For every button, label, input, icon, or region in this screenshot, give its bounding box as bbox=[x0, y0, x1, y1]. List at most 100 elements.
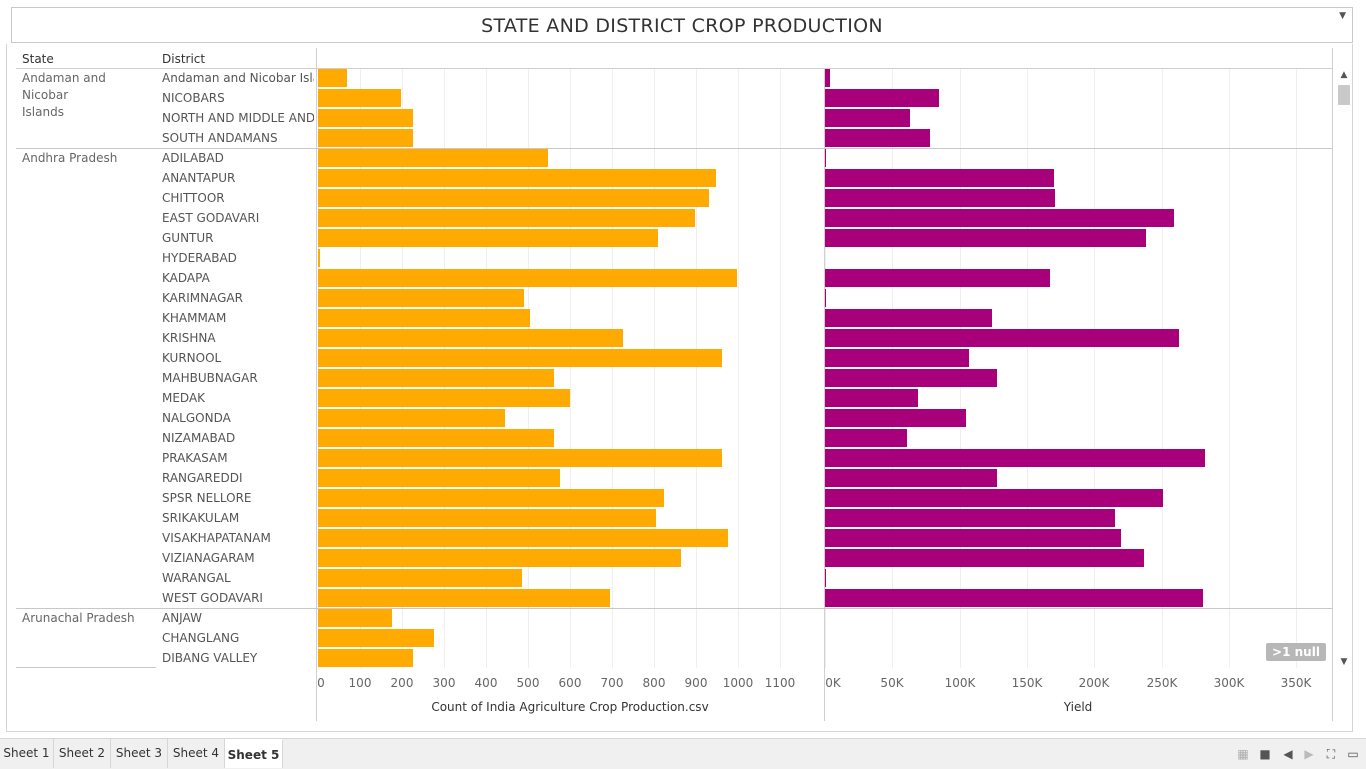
district-label[interactable]: VISAKHAPATANAM bbox=[162, 531, 271, 545]
district-label[interactable]: WARANGAL bbox=[162, 571, 231, 585]
yield-bar[interactable] bbox=[825, 109, 910, 127]
yield-bar[interactable] bbox=[825, 209, 1174, 227]
yield-bar[interactable] bbox=[825, 169, 1054, 187]
district-label[interactable]: SOUTH ANDAMANS bbox=[162, 131, 278, 145]
count-bar[interactable] bbox=[318, 509, 656, 527]
district-column-header[interactable]: District bbox=[162, 52, 206, 66]
district-label[interactable]: HYDERABAD bbox=[162, 251, 237, 265]
yield-bar[interactable] bbox=[825, 289, 826, 307]
yield-bar[interactable] bbox=[825, 349, 969, 367]
count-bar[interactable] bbox=[318, 169, 716, 187]
state-label[interactable]: Andhra Pradesh bbox=[22, 151, 118, 165]
state-column-header[interactable]: State bbox=[22, 52, 54, 66]
count-bar[interactable] bbox=[318, 129, 413, 147]
count-bar[interactable] bbox=[318, 629, 434, 647]
yield-bar[interactable] bbox=[825, 69, 830, 87]
district-label[interactable]: ADILABAD bbox=[162, 151, 224, 165]
district-label[interactable]: PRAKASAM bbox=[162, 451, 228, 465]
count-bar[interactable] bbox=[318, 609, 392, 627]
district-label[interactable]: KARIMNAGAR bbox=[162, 291, 243, 305]
district-label[interactable]: KADAPA bbox=[162, 271, 210, 285]
district-label[interactable]: GUNTUR bbox=[162, 231, 214, 245]
district-label[interactable]: ANANTAPUR bbox=[162, 171, 236, 185]
district-label[interactable]: MEDAK bbox=[162, 391, 206, 405]
yield-bar[interactable] bbox=[825, 529, 1121, 547]
district-label[interactable]: CHITTOOR bbox=[162, 191, 225, 205]
scroll-down-icon[interactable]: ▼ bbox=[1340, 657, 1348, 667]
tab-sheet-4[interactable]: Sheet 4 bbox=[168, 739, 225, 768]
grid-view-icon[interactable]: ▦ bbox=[1237, 747, 1249, 761]
tab-sheet-1[interactable]: Sheet 1 bbox=[0, 739, 54, 768]
district-label[interactable]: SRIKAKULAM bbox=[162, 511, 240, 525]
count-bar[interactable] bbox=[318, 209, 695, 227]
district-label[interactable]: KHAMMAM bbox=[162, 311, 227, 325]
count-bar[interactable] bbox=[318, 589, 610, 607]
count-bar[interactable] bbox=[318, 649, 413, 667]
tab-sheet-3[interactable]: Sheet 3 bbox=[111, 739, 168, 768]
dropdown-menu-icon[interactable]: ▼ bbox=[1339, 11, 1346, 21]
present-icon[interactable]: ▭ bbox=[1347, 747, 1359, 761]
district-label[interactable]: SPSR NELLORE bbox=[162, 491, 252, 505]
count-bar[interactable] bbox=[318, 409, 505, 427]
yield-bar[interactable] bbox=[825, 389, 918, 407]
vertical-scrollbar[interactable]: ▲ ▼ bbox=[1336, 69, 1352, 668]
count-bar[interactable] bbox=[318, 269, 737, 287]
count-bar[interactable] bbox=[318, 69, 347, 87]
count-bar[interactable] bbox=[318, 529, 728, 547]
district-label[interactable]: CHANGLANG bbox=[162, 631, 240, 645]
count-bar[interactable] bbox=[318, 349, 722, 367]
yield-bar[interactable] bbox=[825, 129, 930, 147]
fullscreen-icon[interactable]: ⛶ bbox=[1326, 747, 1336, 761]
yield-bar[interactable] bbox=[825, 189, 1055, 207]
tab-sheet-2[interactable]: Sheet 2 bbox=[54, 739, 111, 768]
district-label[interactable]: KURNOOL bbox=[162, 351, 222, 365]
district-label[interactable]: NORTH AND MIDDLE AND.. bbox=[162, 111, 314, 125]
count-bar[interactable] bbox=[318, 309, 530, 327]
count-bar[interactable] bbox=[318, 549, 681, 567]
district-label[interactable]: NICOBARS bbox=[162, 91, 225, 105]
count-bar[interactable] bbox=[318, 249, 320, 267]
district-label[interactable]: KRISHNA bbox=[162, 331, 216, 345]
sheet-view-icon[interactable]: ■ bbox=[1259, 747, 1271, 761]
yield-bar[interactable] bbox=[825, 229, 1146, 247]
count-bar[interactable] bbox=[318, 89, 401, 107]
district-label[interactable]: EAST GODAVARI bbox=[162, 211, 260, 225]
count-bar[interactable] bbox=[318, 469, 560, 487]
district-label[interactable]: ANJAW bbox=[162, 611, 202, 625]
district-label[interactable]: NIZAMABAD bbox=[162, 431, 236, 445]
count-bar[interactable] bbox=[318, 389, 570, 407]
yield-bar[interactable] bbox=[825, 329, 1179, 347]
district-label[interactable]: MAHBUBNAGAR bbox=[162, 371, 258, 385]
yield-bar[interactable] bbox=[825, 489, 1163, 507]
yield-bar[interactable] bbox=[825, 509, 1115, 527]
yield-bar[interactable] bbox=[825, 89, 939, 107]
yield-bar[interactable] bbox=[825, 149, 826, 167]
yield-bar[interactable] bbox=[825, 409, 966, 427]
count-bar[interactable] bbox=[318, 229, 658, 247]
count-bar[interactable] bbox=[318, 329, 623, 347]
prev-icon[interactable]: ◀ bbox=[1283, 747, 1293, 761]
district-label[interactable]: DIBANG VALLEY bbox=[162, 651, 258, 665]
district-label[interactable]: NALGONDA bbox=[162, 411, 231, 425]
count-bar[interactable] bbox=[318, 449, 722, 467]
count-bar[interactable] bbox=[318, 289, 524, 307]
count-bar[interactable] bbox=[318, 189, 709, 207]
state-label[interactable]: Andaman and Nicobar Islands bbox=[22, 71, 106, 119]
scroll-up-icon[interactable]: ▲ bbox=[1340, 70, 1348, 80]
count-bar[interactable] bbox=[318, 429, 554, 447]
district-label[interactable]: WEST GODAVARI bbox=[162, 591, 263, 605]
yield-bar[interactable] bbox=[825, 269, 1050, 287]
yield-bar[interactable] bbox=[825, 569, 826, 587]
district-label[interactable]: Andaman and Nicobar Isla.. bbox=[162, 71, 314, 85]
yield-bar[interactable] bbox=[825, 549, 1144, 567]
count-bar[interactable] bbox=[318, 149, 548, 167]
district-label[interactable]: RANGAREDDI bbox=[162, 471, 243, 485]
yield-bar[interactable] bbox=[825, 309, 992, 327]
state-label[interactable]: Arunachal Pradesh bbox=[22, 611, 135, 625]
count-bar[interactable] bbox=[318, 569, 522, 587]
yield-bar[interactable] bbox=[825, 429, 907, 447]
yield-bar[interactable] bbox=[825, 469, 997, 487]
yield-bar[interactable] bbox=[825, 589, 1203, 607]
count-bar[interactable] bbox=[318, 369, 554, 387]
tab-sheet-5[interactable]: Sheet 5 bbox=[225, 739, 283, 768]
